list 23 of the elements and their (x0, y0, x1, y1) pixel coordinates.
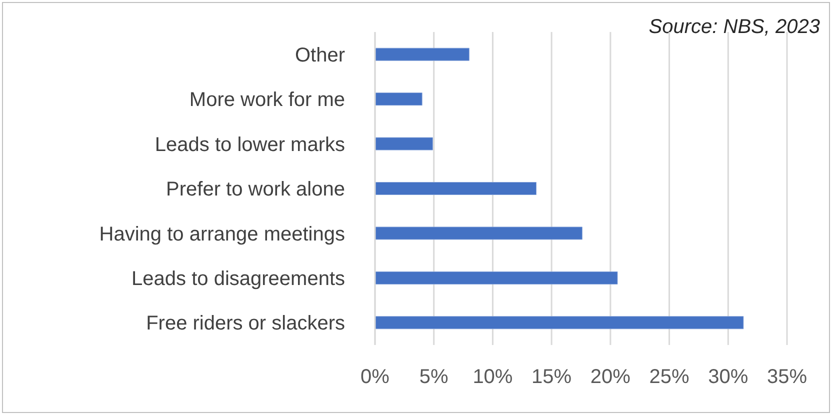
annotation: Source: NBS, 2023 (648, 16, 820, 39)
y-tick-label: Other (294, 44, 346, 66)
y-tick-label: Leads to lower marks (154, 134, 345, 156)
y-tick-label: Prefer to work alone (166, 178, 345, 201)
x-tick-label: 15% (532, 366, 572, 388)
x-tick-label: 35% (766, 366, 808, 388)
bar (375, 316, 744, 330)
bar (375, 271, 618, 284)
x-tick-label: 10% (472, 366, 513, 388)
x-tick-label: 25% (649, 366, 690, 388)
x-tick-label: 30% (708, 366, 748, 388)
bar (375, 92, 422, 106)
x-tick-label: 0% (360, 366, 390, 388)
x-tick-label: 5% (419, 366, 449, 388)
y-tick-label: Free riders or slackers (146, 312, 345, 335)
bar (375, 226, 582, 240)
y-tick-label: Having to arrange meetings (99, 223, 345, 246)
bar (375, 137, 433, 150)
bar (375, 48, 470, 61)
x-tick-label: 20% (590, 366, 631, 388)
y-tick-label: Leads to disagreements (132, 268, 345, 290)
y-tick-label: More work for me (189, 89, 345, 112)
bar (375, 182, 537, 196)
